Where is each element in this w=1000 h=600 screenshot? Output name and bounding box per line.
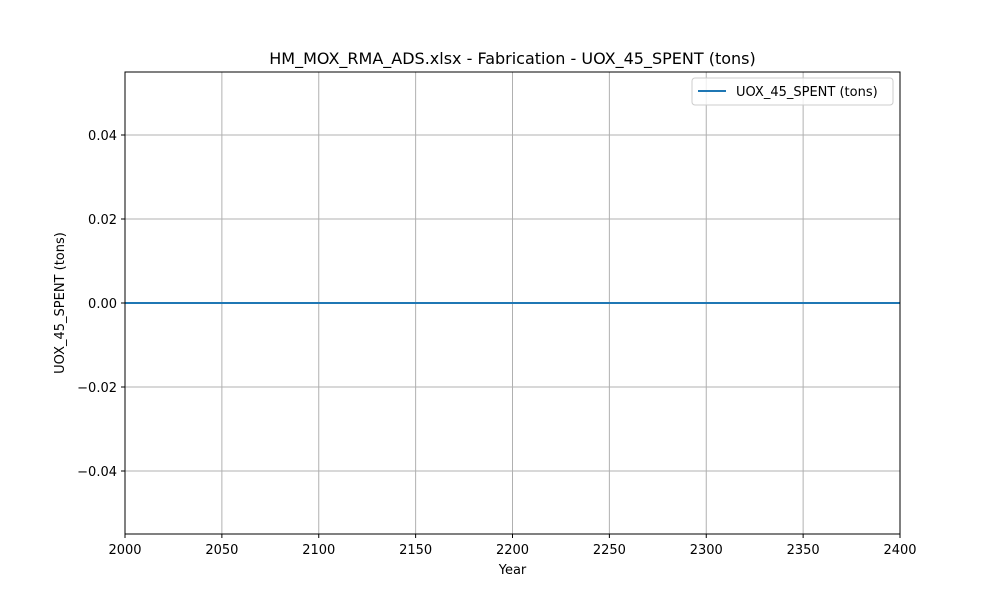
y-tick-label: 0.04 [88,129,117,144]
x-tick-label: 2050 [205,543,238,558]
x-tick-label: 2350 [787,543,820,558]
y-tick-label: −0.04 [77,465,117,480]
y-tick-label: 0.00 [88,297,117,312]
x-tick-label: 2100 [302,543,335,558]
x-tick-label: 2300 [690,543,723,558]
x-axis-label: Year [498,563,527,578]
y-tick-label: −0.02 [77,381,117,396]
y-axis-ticks: −0.04 −0.02 0.00 0.02 0.04 [77,129,125,480]
chart-title: HM_MOX_RMA_ADS.xlsx - Fabrication - UOX_… [269,49,756,69]
x-tick-label: 2150 [399,543,432,558]
y-tick-label: 0.02 [88,213,117,228]
legend-box [691,77,894,106]
legend-series-label: UOX_45_SPENT (tons) [736,85,878,100]
x-tick-label: 2000 [108,543,141,558]
x-tick-label: 2400 [883,543,916,558]
x-tick-label: 2200 [496,543,529,558]
x-axis-ticks: 2000 2050 2100 2150 2200 2250 2300 2350 2400 [108,534,917,558]
y-axis-label: UOX_45_SPENT (tons) [53,232,68,374]
x-tick-label: 2250 [593,543,626,558]
legend: UOX_45_SPENT (tons) [691,77,894,106]
